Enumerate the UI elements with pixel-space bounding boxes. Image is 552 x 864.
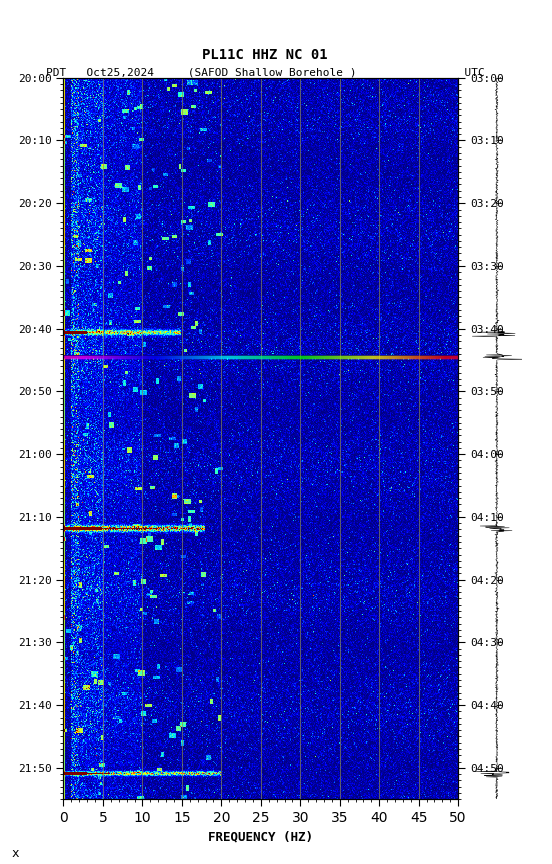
- Text: PDT   Oct25,2024     (SAFOD Shallow Borehole )                UTC: PDT Oct25,2024 (SAFOD Shallow Borehole )…: [46, 67, 484, 78]
- X-axis label: FREQUENCY (HZ): FREQUENCY (HZ): [208, 830, 314, 843]
- Text: x: x: [11, 847, 19, 860]
- Text: PL11C HHZ NC 01: PL11C HHZ NC 01: [202, 48, 328, 62]
